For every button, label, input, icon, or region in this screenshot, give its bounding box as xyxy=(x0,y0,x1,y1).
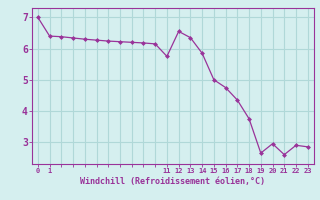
X-axis label: Windchill (Refroidissement éolien,°C): Windchill (Refroidissement éolien,°C) xyxy=(80,177,265,186)
